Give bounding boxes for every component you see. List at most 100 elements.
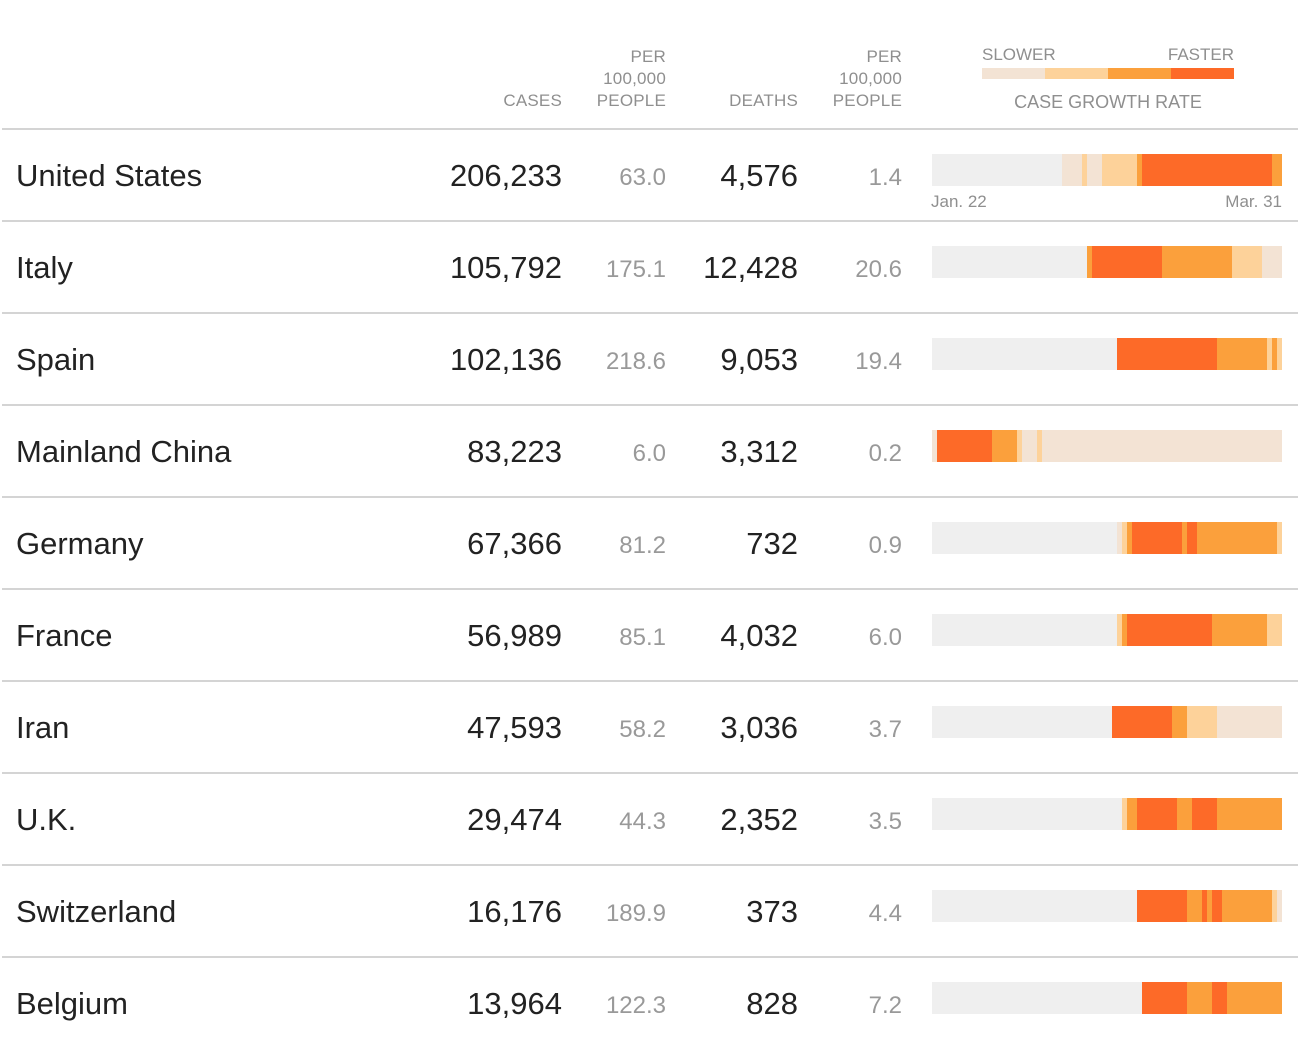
growth-day-cell [992,798,998,830]
growth-day-cell [1037,982,1043,1014]
growth-day-cell [1217,430,1223,462]
growth-day-cell [1222,246,1228,278]
growth-day-cell [1042,798,1048,830]
growth-day-cell [982,614,988,646]
growth-day-cell [1007,338,1013,370]
growth-day-cell [957,614,963,646]
growth-day-cell [1277,522,1282,554]
growth-day-cell [1202,338,1208,370]
growth-day-cell [1112,890,1118,922]
legend-swatch-fastest [1171,68,1234,79]
growth-day-cell [1267,890,1273,922]
growth-day-cell [1162,522,1168,554]
growth-day-cell [1272,982,1278,1014]
growth-day-cell [1202,614,1208,646]
growth-day-cell [1077,430,1083,462]
growth-day-cell [1247,522,1253,554]
growth-day-cell [1137,154,1143,186]
growth-day-cell [1207,614,1213,646]
growth-day-cell [1267,522,1273,554]
growth-day-cell [1067,430,1073,462]
growth-day-cell [1217,338,1223,370]
growth-day-cell [1047,338,1053,370]
row-divider [2,956,1298,958]
growth-day-cell [972,430,978,462]
growth-day-cell [1147,246,1153,278]
country-name: Belgium [16,986,128,1021]
growth-day-cell [1257,338,1263,370]
growth-day-cell [937,890,943,922]
growth-day-cell [1022,614,1028,646]
growth-day-cell [1242,982,1248,1014]
growth-day-cell [1052,614,1058,646]
growth-day-cell [1137,614,1143,646]
growth-day-cell [1022,982,1028,1014]
growth-day-cell [1127,706,1133,738]
growth-day-cell [952,706,958,738]
growth-day-cell [1162,430,1168,462]
growth-day-cell [1032,430,1038,462]
deaths-per-header-line-3: PEOPLE [832,91,902,110]
growth-day-cell [1072,338,1078,370]
growth-day-cell [1187,154,1193,186]
growth-day-cell [1017,246,1023,278]
growth-day-cell [1047,706,1053,738]
growth-day-cell [982,430,988,462]
growth-day-cell [1137,430,1143,462]
growth-day-cell [1122,982,1128,1014]
growth-day-cell [1092,338,1098,370]
growth-day-cell [1202,982,1208,1014]
growth-day-cell [1087,246,1093,278]
growth-day-cell [1057,706,1063,738]
country-name: Spain [16,342,96,377]
growth-day-cell [1222,154,1228,186]
growth-day-cell [932,798,938,830]
growth-day-cell [992,890,998,922]
growth-day-cell [1027,246,1033,278]
growth-day-cell [1157,522,1163,554]
growth-day-cell [1247,890,1253,922]
growth-day-cell [992,982,998,1014]
growth-day-cell [1027,706,1033,738]
growth-day-cell [1092,522,1098,554]
growth-day-cell [1007,522,1013,554]
growth-day-cell [1237,798,1243,830]
growth-day-cell [1072,706,1078,738]
growth-day-cell [1077,154,1083,186]
growth-day-cell [1217,522,1223,554]
growth-day-cell [1147,798,1153,830]
table-row: Spain 102,136 218.6 9,053 19.4 [0,314,1304,406]
growth-day-cell [1227,338,1233,370]
growth-day-cell [1127,798,1133,830]
growth-day-cell [1172,522,1178,554]
growth-day-cell [952,982,958,1014]
growth-day-cell [1267,430,1273,462]
growth-day-cell [1247,706,1253,738]
growth-day-cell [1072,522,1078,554]
growth-day-cell [937,798,943,830]
growth-day-cell [932,522,938,554]
growth-day-cell [1262,154,1268,186]
growth-day-cell [937,154,943,186]
growth-day-cell [1057,338,1063,370]
growth-day-cell [1232,706,1238,738]
cases-value: 102,136 [449,342,562,377]
country-name: U.K. [16,802,77,837]
growth-day-cell [1272,614,1278,646]
growth-day-cell [1117,430,1123,462]
growth-day-cell [1207,338,1213,370]
growth-day-cell [1067,614,1073,646]
growth-day-cell [1017,890,1023,922]
growth-day-cell [942,338,948,370]
growth-day-cell [1232,430,1238,462]
cases-value: 13,964 [467,986,562,1021]
growth-day-cell [1272,522,1278,554]
growth-day-cell [1252,246,1258,278]
growth-day-cell [1237,706,1243,738]
growth-day-cell [1032,706,1038,738]
table-row: U.K. 29,474 44.3 2,352 3.5 [0,774,1304,866]
growth-day-cell [1072,982,1078,1014]
growth-day-cell [1072,890,1078,922]
growth-day-cell [932,890,938,922]
growth-day-cell [977,798,983,830]
